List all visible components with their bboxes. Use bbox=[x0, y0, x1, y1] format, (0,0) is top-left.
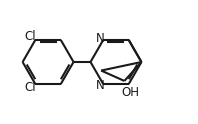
Text: N: N bbox=[96, 32, 105, 45]
Text: N: N bbox=[96, 79, 105, 92]
Text: Cl: Cl bbox=[24, 30, 36, 43]
Text: OH: OH bbox=[122, 86, 140, 99]
Text: Cl: Cl bbox=[24, 81, 36, 94]
